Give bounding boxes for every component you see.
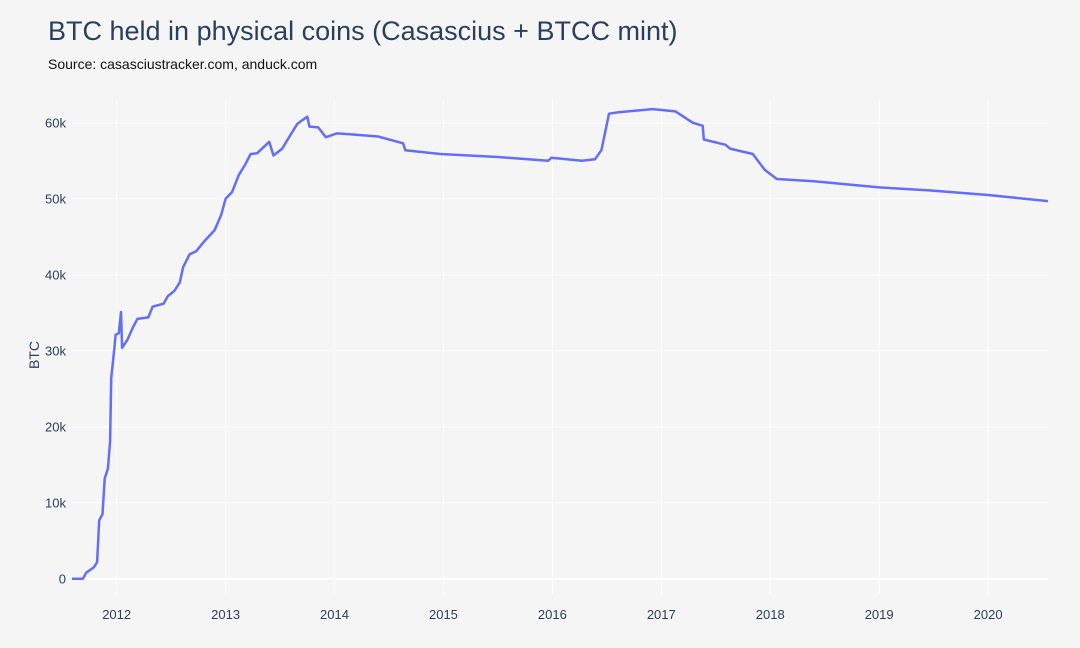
series-line [72, 107, 1049, 581]
x-tick-label: 2018 [756, 607, 785, 622]
y-axis-ticks: 0 10k 20k 30k 40k 50k 60k [45, 115, 66, 586]
y-axis-label: BTC [26, 341, 42, 369]
y-tick-label: 30k [45, 343, 66, 358]
x-tick-label: 2015 [429, 607, 458, 622]
y-tick-label: 20k [45, 419, 66, 434]
y-tick-label: 0 [59, 571, 66, 586]
x-tick-label: 2017 [647, 607, 676, 622]
x-tick-label: 2012 [102, 607, 131, 622]
x-tick-label: 2020 [974, 607, 1003, 622]
x-tick-label: 2019 [865, 607, 894, 622]
x-tick-label: 2016 [538, 607, 567, 622]
gridlines [72, 100, 1048, 594]
x-tick-label: 2014 [320, 607, 349, 622]
x-tick-label: 2013 [211, 607, 240, 622]
y-tick-label: 10k [45, 495, 66, 510]
chart-title: BTC held in physical coins (Casascius + … [48, 16, 678, 46]
y-tick-label: 60k [45, 115, 66, 130]
chart-subtitle: Source: casasciustracker.com, anduck.com [48, 56, 318, 72]
y-tick-label: 40k [45, 267, 66, 282]
x-axis-ticks: 2012 2013 2014 2015 2016 2017 2018 2019 2020 [102, 607, 1002, 622]
y-tick-label: 50k [45, 191, 66, 206]
